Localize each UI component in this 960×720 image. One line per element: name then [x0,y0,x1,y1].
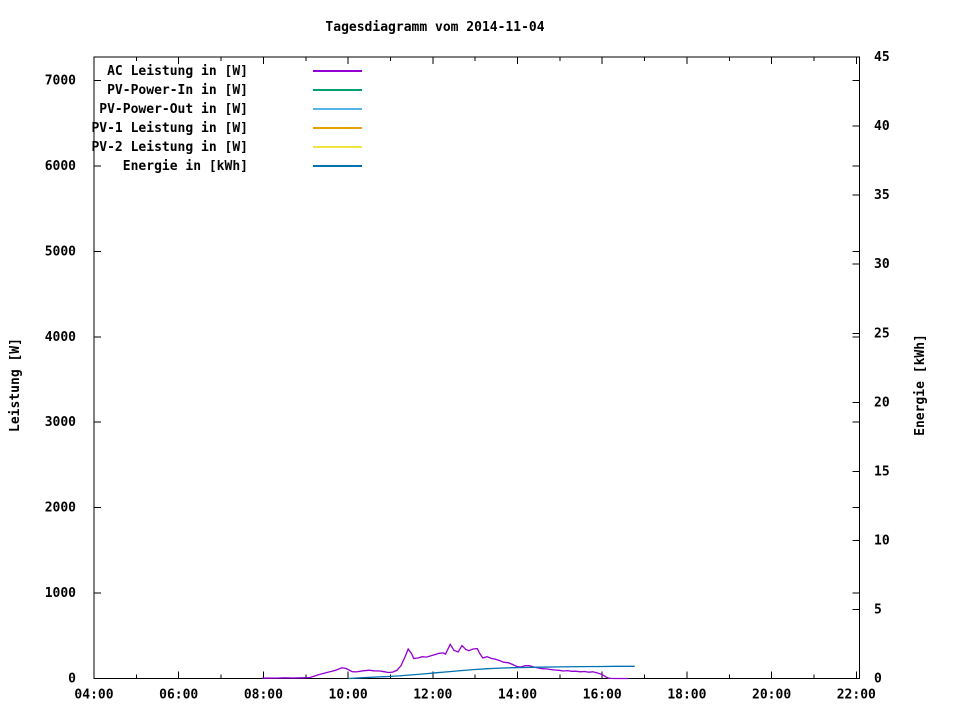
chart-title: Tagesdiagramm vom 2014-11-04 [325,20,545,35]
legend-label: PV-2 Leistung in [W] [91,140,248,155]
y-tick-label: 0 [68,672,76,687]
y-tick-label: 5000 [45,244,76,259]
x-tick-label: 10:00 [329,688,368,703]
plot-frame [93,56,860,679]
x-tick-label: 08:00 [244,688,283,703]
y2-tick-label: 35 [874,188,890,203]
x-tick-label: 12:00 [413,688,452,703]
y-tick-label: 7000 [45,74,76,89]
y2-tick-label: 30 [874,257,890,272]
legend-label: AC Leistung in [W] [107,64,248,79]
legend-label: Energie in [kWh] [123,159,248,174]
y-tick-label: 6000 [45,159,76,174]
y2-tick-label: 20 [874,395,890,410]
x-tick-label: 14:00 [498,688,537,703]
y2-tick-label: 25 [874,326,890,341]
x-tick-label: 16:00 [583,688,622,703]
y2-tick-label: 0 [874,672,882,687]
x-tick-label: 06:00 [159,688,198,703]
x-tick-label: 04:00 [74,688,113,703]
y-tick-label: 3000 [45,415,76,430]
x-tick-label: 22:00 [837,688,876,703]
y2-tick-label: 10 [874,533,890,548]
legend-label: PV-1 Leistung in [W] [91,121,248,136]
x-tick-label: 20:00 [752,688,791,703]
y2-tick-label: 40 [874,119,890,134]
series-line-ac-leistung-in-w- [262,642,628,680]
y2-tick-label: 15 [874,464,890,479]
y2-tick-label: 5 [874,602,882,617]
y2-tick-label: 45 [874,50,890,65]
y-tick-label: 1000 [45,586,76,601]
legend-label: PV-Power-Out in [W] [99,102,248,117]
legend-label: PV-Power-In in [W] [107,83,248,98]
series-line-energie-in-kwh- [348,665,635,680]
x-tick-label: 18:00 [667,688,706,703]
y-tick-label: 2000 [45,501,76,516]
y-tick-label: 4000 [45,330,76,345]
